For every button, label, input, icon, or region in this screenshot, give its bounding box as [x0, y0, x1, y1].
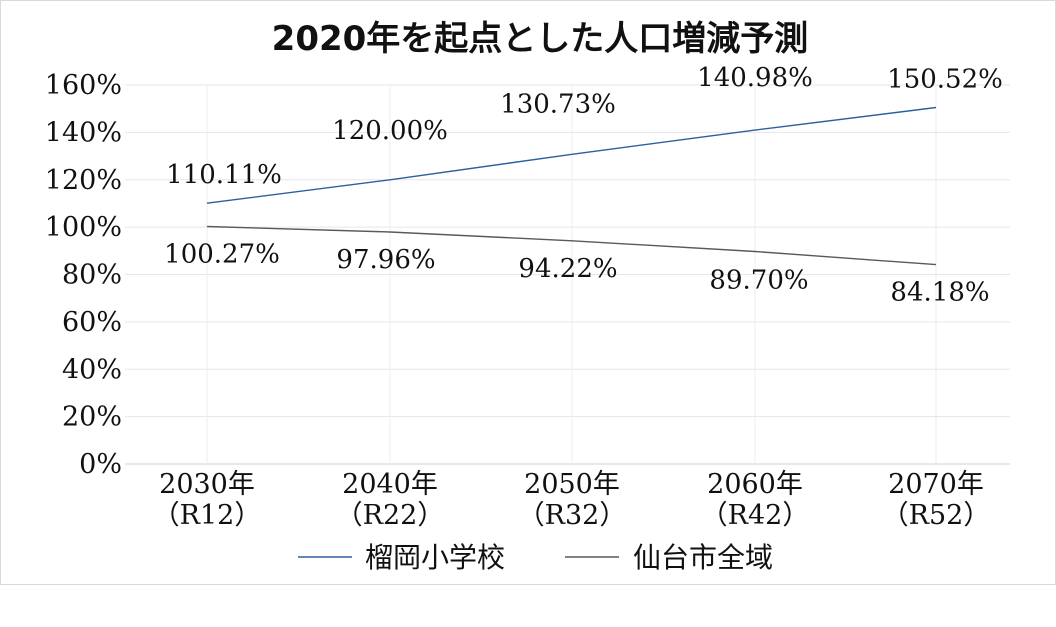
legend-label: 仙台市全域	[633, 541, 773, 574]
data-label: 150.52%	[887, 64, 1003, 94]
data-label: 120.00%	[332, 116, 448, 146]
x-axis-ticks: 2030年（R12） 2040年（R22） 2050年（R32） 2060年（R42）…	[153, 469, 991, 531]
data-label: 140.98%	[697, 63, 813, 93]
y-tick-label: 140%	[45, 117, 122, 148]
y-tick-label: 60%	[62, 307, 122, 338]
chart-frame	[0, 0, 1056, 585]
x-tick-era: （R12）	[153, 500, 262, 531]
y-tick-label: 160%	[45, 70, 122, 101]
data-label: 130.73%	[500, 89, 616, 119]
series-lines	[206, 106, 937, 266]
grid-lines	[125, 84, 1010, 465]
y-tick-label: 20%	[62, 402, 122, 433]
y-tick-label: 120%	[45, 165, 122, 196]
x-tick-era: （R52）	[882, 500, 991, 531]
series-line-0	[206, 106, 937, 204]
legend: 榴岡小学校 仙台市全域	[298, 541, 773, 574]
legend-label: 榴岡小学校	[365, 541, 505, 574]
data-label: 97.96%	[336, 245, 435, 275]
x-tick-year: 2040年	[342, 469, 438, 500]
y-tick-label: 40%	[62, 354, 122, 385]
y-axis-ticks: 0% 20% 40% 60% 80% 100% 120% 140% 160%	[45, 70, 122, 480]
x-tick-year: 2050年	[524, 469, 620, 500]
data-label: 94.22%	[518, 254, 617, 284]
x-tick-era: （R22）	[336, 500, 445, 531]
chart-title: 2020年を起点とした人口増減予測	[272, 19, 809, 59]
y-tick-label: 80%	[62, 260, 122, 291]
data-label: 84.18%	[890, 278, 989, 308]
y-tick-label: 100%	[45, 212, 122, 243]
data-label: 110.11%	[166, 160, 282, 190]
x-tick-era: （R32）	[518, 500, 627, 531]
x-tick-era: （R42）	[701, 500, 810, 531]
y-tick-label: 0%	[79, 449, 122, 480]
data-label: 89.70%	[709, 266, 808, 296]
data-labels: 110.11% 120.00% 130.73% 140.98% 150.52% 100.2…	[164, 63, 1003, 308]
faint-background-text	[0, 598, 1056, 622]
data-label: 100.27%	[164, 239, 280, 269]
x-tick-year: 2030年	[159, 469, 255, 500]
x-tick-year: 2070年	[888, 469, 984, 500]
series-line-1	[206, 225, 937, 266]
x-tick-year: 2060年	[707, 469, 803, 500]
